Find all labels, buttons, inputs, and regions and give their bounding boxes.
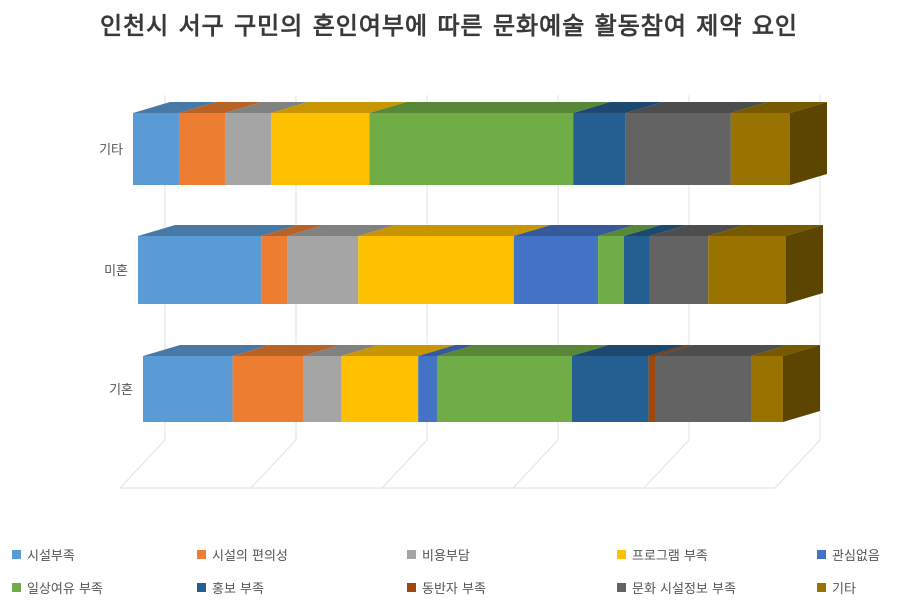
bar-segment-top bbox=[648, 345, 692, 356]
legend-label: 일상여유 부족 bbox=[27, 582, 103, 597]
legend-label: 문화 시설정보 부족 bbox=[632, 582, 736, 597]
bar-segment-top bbox=[369, 102, 611, 113]
bar-segment-top bbox=[437, 345, 609, 356]
legend-item: 동반자 부족 bbox=[407, 578, 617, 597]
bar-segment bbox=[649, 236, 709, 304]
bar-segment bbox=[655, 356, 751, 422]
legend-label: 프로그램 부족 bbox=[632, 549, 708, 564]
bar-segment-top bbox=[571, 345, 686, 356]
legend-label: 관심없음 bbox=[832, 549, 880, 564]
legend-label: 기타 bbox=[832, 582, 856, 597]
gridline bbox=[250, 439, 297, 489]
legend-item: 관심없음 bbox=[817, 545, 898, 564]
bar-segment-top bbox=[649, 225, 746, 236]
legend-swatch bbox=[12, 583, 21, 592]
legend-swatch bbox=[817, 550, 826, 559]
bar-segment-top bbox=[655, 345, 788, 356]
bar-segment-top bbox=[270, 102, 407, 113]
bar-segment-top bbox=[303, 345, 379, 356]
bar-segment-top bbox=[708, 225, 823, 236]
legend-item: 일상여유 부족 bbox=[12, 578, 197, 597]
bar-segment bbox=[303, 356, 342, 422]
bar-segment bbox=[437, 356, 572, 422]
legend-label: 시설의 편의성 bbox=[212, 549, 288, 564]
bar-segment-top bbox=[513, 225, 636, 236]
bar-segment bbox=[573, 113, 626, 185]
bar-segment bbox=[261, 236, 288, 304]
legend-swatch bbox=[617, 550, 626, 559]
bar-segment bbox=[369, 113, 574, 185]
bar-segment-top bbox=[261, 225, 325, 236]
category-tick-label: 미혼 bbox=[104, 264, 128, 279]
legend-item: 프로그램 부족 bbox=[617, 545, 817, 564]
legend-item: 비용부담 bbox=[407, 545, 617, 564]
bar-segment-top bbox=[287, 225, 396, 236]
bar-segment bbox=[708, 236, 786, 304]
bar-segment-side bbox=[786, 225, 823, 304]
bar-segment-top bbox=[224, 102, 308, 113]
legend-label: 홍보 부족 bbox=[212, 582, 264, 597]
legend-swatch bbox=[617, 583, 626, 592]
legend-item: 기타 bbox=[817, 578, 898, 597]
legend-swatch bbox=[817, 583, 826, 592]
bar-segment bbox=[571, 356, 649, 422]
bar-segment-top bbox=[598, 225, 661, 236]
bar-segment bbox=[232, 356, 303, 422]
bar-segment bbox=[598, 236, 624, 304]
bar-segment-side bbox=[783, 345, 820, 422]
chart-title: 인천시 서구 구민의 혼인여부에 따른 문화예술 활동참여 제약 요인 bbox=[99, 12, 798, 40]
legend-item: 시설부족 bbox=[12, 545, 197, 564]
bar-segment-top bbox=[341, 345, 456, 356]
legend-label: 비용부담 bbox=[422, 549, 470, 564]
gridline bbox=[512, 439, 559, 489]
bar-segment bbox=[341, 356, 419, 422]
category-tick-label: 기타 bbox=[99, 143, 123, 158]
category-tick-label: 기혼 bbox=[109, 383, 133, 398]
bar-segment bbox=[751, 356, 783, 422]
bar-segment bbox=[513, 236, 599, 304]
bar-segment bbox=[730, 113, 790, 185]
bar-segment bbox=[133, 113, 179, 185]
bar-segment-top bbox=[232, 345, 340, 356]
bar-segment bbox=[418, 356, 438, 422]
gridline bbox=[381, 439, 428, 489]
gridline bbox=[643, 439, 690, 489]
bar-segment bbox=[224, 113, 271, 185]
bar-segment-top bbox=[133, 102, 216, 113]
bar-segment bbox=[178, 113, 225, 185]
bar-segment-top bbox=[358, 225, 551, 236]
bar-segment bbox=[143, 356, 233, 422]
bar-segment-top bbox=[138, 225, 299, 236]
legend-item: 문화 시설정보 부족 bbox=[617, 578, 817, 597]
bar-segment bbox=[648, 356, 655, 422]
legend-label: 동반자 부족 bbox=[422, 582, 486, 597]
bar-segment-top bbox=[624, 225, 687, 236]
legend-swatch bbox=[12, 550, 21, 559]
bar-segment bbox=[138, 236, 262, 304]
bar-segment-top bbox=[573, 102, 663, 113]
bar-segment-top bbox=[178, 102, 262, 113]
bar-segment-top bbox=[143, 345, 270, 356]
legend-item: 시설의 편의성 bbox=[197, 545, 407, 564]
bar-segment-top bbox=[751, 345, 820, 356]
bar-segment-top bbox=[418, 345, 475, 356]
bar-segment-top bbox=[730, 102, 827, 113]
legend-swatch bbox=[407, 583, 416, 592]
legend-swatch bbox=[197, 583, 206, 592]
gridline bbox=[119, 439, 166, 489]
bar-segment bbox=[625, 113, 731, 185]
bar-segment-top bbox=[625, 102, 768, 113]
bar-segment-side bbox=[790, 102, 827, 185]
legend-label: 시설부족 bbox=[27, 549, 75, 564]
legend-swatch bbox=[197, 550, 206, 559]
bar-segment bbox=[287, 236, 359, 304]
bar-segment bbox=[270, 113, 370, 185]
bar-segment bbox=[358, 236, 514, 304]
bar-segment bbox=[624, 236, 650, 304]
legend-item: 홍보 부족 bbox=[197, 578, 407, 597]
gridline bbox=[774, 439, 821, 489]
legend-swatch bbox=[407, 550, 416, 559]
